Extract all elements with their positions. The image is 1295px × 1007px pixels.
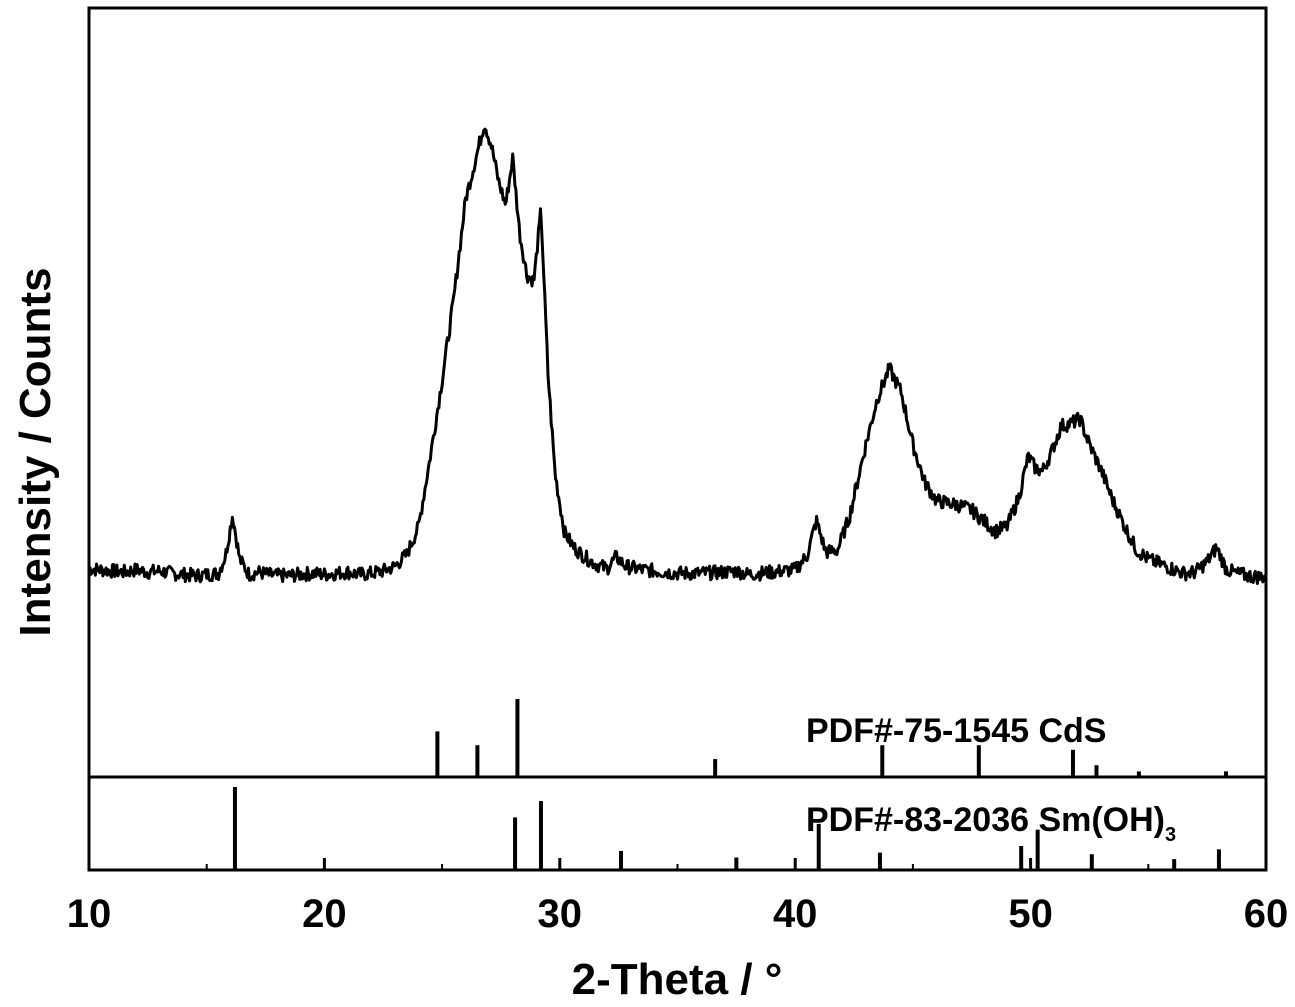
ref-label-smoh3-main: PDF#-83-2036 Sm(OH) — [806, 801, 1165, 839]
y-axis-title: Intensity / Counts — [11, 267, 60, 636]
xrd-pattern-line — [89, 129, 1266, 583]
ref-label-cds: PDF#-75-1545 CdS — [806, 712, 1106, 750]
x-tick-label: 30 — [538, 892, 583, 936]
ref-label-smoh3: PDF#-83-2036 Sm(OH)3 — [806, 801, 1176, 846]
x-axis-title: 2-Theta / ° — [572, 955, 783, 1004]
x-tick-label: 60 — [1244, 892, 1289, 936]
x-tick-label: 40 — [773, 892, 818, 936]
x-tick-label: 10 — [67, 892, 112, 936]
x-tick-label: 50 — [1008, 892, 1053, 936]
ref-label-smoh3-subscript: 3 — [1165, 824, 1176, 846]
x-tick-label: 20 — [302, 892, 347, 936]
